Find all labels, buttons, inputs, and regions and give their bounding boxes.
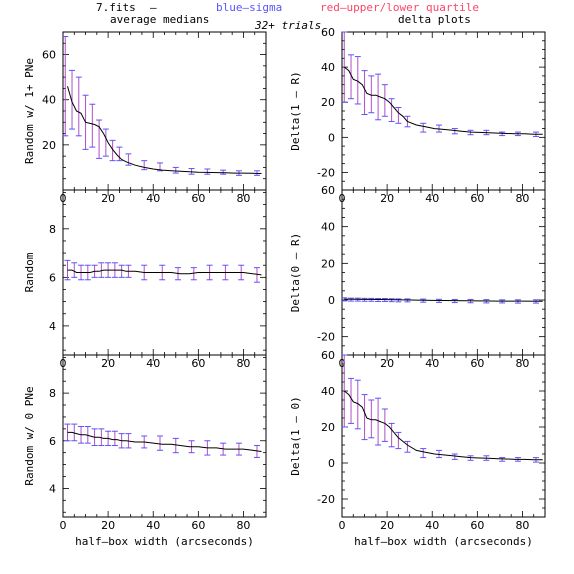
x-tick-label: 60 bbox=[191, 519, 205, 532]
y-tick-label: 60 bbox=[42, 49, 56, 62]
x-tick-label: 20 bbox=[380, 357, 394, 370]
series-line bbox=[343, 390, 543, 461]
header-file: 7.fits bbox=[96, 1, 136, 14]
x-tick-label: 20 bbox=[101, 192, 115, 205]
x-tick-label: 80 bbox=[236, 192, 250, 205]
y-tick-label: 40 bbox=[321, 385, 335, 398]
y-tick-label: 60 bbox=[321, 26, 335, 39]
x-tick-label: 60 bbox=[470, 357, 484, 370]
y-axis-label: Random w/ 1+ PNe bbox=[23, 58, 36, 164]
x-tick-label: 40 bbox=[425, 192, 439, 205]
y-tick-label: 8 bbox=[49, 223, 56, 236]
y-tick-label: 4 bbox=[49, 482, 56, 495]
y-axis-label: Random w/ 0 PNe bbox=[23, 386, 36, 485]
x-tick-label: 0 bbox=[339, 519, 346, 532]
x-tick-label: 80 bbox=[515, 519, 529, 532]
y-axis-label: Delta(1 – R) bbox=[289, 71, 302, 150]
header-blue-legend: blue–sigma bbox=[216, 1, 282, 14]
y-axis-label: Delta(1 – 0) bbox=[289, 396, 302, 475]
x-tick-label: 80 bbox=[515, 192, 529, 205]
y-tick-label: 60 bbox=[321, 184, 335, 197]
y-tick-label: 60 bbox=[321, 349, 335, 362]
x-tick-label: 40 bbox=[146, 192, 160, 205]
x-tick-label: 80 bbox=[515, 357, 529, 370]
series-line bbox=[344, 298, 543, 302]
y-tick-label: 0 bbox=[328, 131, 335, 144]
panel-p6: 0 20 40 60 80 -20 0 20 40 60 Delta(1 – 0) half–box … bbox=[289, 349, 546, 548]
x-tick-label: 0 bbox=[60, 519, 67, 532]
y-tick-label: 40 bbox=[321, 61, 335, 74]
y-tick-label: 40 bbox=[321, 221, 335, 234]
plot-frame bbox=[341, 189, 546, 356]
x-tick-label: 40 bbox=[146, 357, 160, 370]
y-tick-label: 0 bbox=[328, 294, 335, 307]
x-tick-label: 20 bbox=[380, 519, 394, 532]
y-axis-label: Random bbox=[23, 252, 36, 292]
x-tick-label: 60 bbox=[470, 192, 484, 205]
plot-frame bbox=[341, 31, 546, 191]
x-tick-label: 20 bbox=[101, 519, 115, 532]
y-tick-label: -20 bbox=[317, 166, 335, 179]
plot-frame bbox=[62, 31, 267, 191]
header: 7.fits – blue–sigma red–upper/lower quar… bbox=[96, 1, 479, 32]
y-tick-label: -20 bbox=[317, 331, 335, 344]
x-tick-label: 60 bbox=[191, 192, 205, 205]
y-tick-label: -20 bbox=[317, 493, 335, 506]
y-tick-label: 20 bbox=[321, 96, 335, 109]
right-column-title: delta plots bbox=[398, 13, 471, 26]
x-tick-label: 60 bbox=[191, 357, 205, 370]
x-tick-label: 40 bbox=[425, 519, 439, 532]
y-tick-label: 20 bbox=[321, 421, 335, 434]
series-line bbox=[67, 269, 262, 276]
series-line bbox=[343, 66, 543, 135]
x-tick-label: 80 bbox=[236, 519, 250, 532]
y-tick-label: 4 bbox=[49, 320, 56, 333]
plot-frame bbox=[341, 354, 546, 518]
x-tick-label: 20 bbox=[101, 357, 115, 370]
x-tick-label: 80 bbox=[236, 357, 250, 370]
header-red-legend: red–upper/lower quartile bbox=[320, 1, 479, 14]
y-axis-label: Delta(0 – R) bbox=[289, 233, 302, 312]
x-tick-label: 20 bbox=[380, 192, 394, 205]
x-axis-label: half–box width (arcseconds) bbox=[75, 535, 254, 548]
panel-p5: 0 20 40 60 80 4 6 8 Random w/ 0 PNe half–box widt… bbox=[23, 354, 267, 548]
x-tick-label: 60 bbox=[470, 519, 484, 532]
x-axis-label: half–box width (arcseconds) bbox=[354, 535, 533, 548]
header-trials: 32+ trials bbox=[254, 19, 321, 32]
y-tick-label: 8 bbox=[49, 387, 56, 400]
y-tick-label: 6 bbox=[49, 435, 56, 448]
series-line bbox=[67, 86, 262, 174]
y-tick-label: 6 bbox=[49, 271, 56, 284]
y-tick-label: 0 bbox=[328, 457, 335, 470]
y-tick-label: 40 bbox=[42, 94, 56, 107]
y-tick-label: 20 bbox=[42, 139, 56, 152]
left-column-title: average medians bbox=[110, 13, 209, 26]
x-tick-label: 40 bbox=[146, 519, 160, 532]
x-tick-label: 40 bbox=[425, 357, 439, 370]
y-tick-label: 20 bbox=[321, 257, 335, 270]
plot-frame bbox=[62, 354, 267, 518]
header-dash: – bbox=[150, 1, 157, 14]
series-line bbox=[67, 431, 262, 452]
